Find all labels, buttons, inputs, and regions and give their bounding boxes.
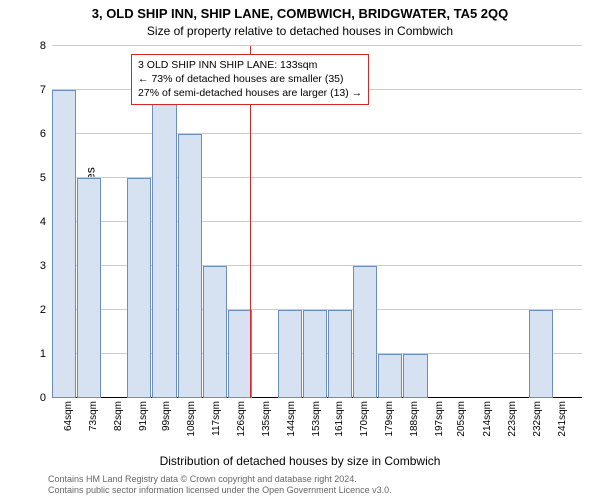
y-tick-label: 0 bbox=[40, 392, 46, 404]
x-tick-label: 232sqm bbox=[532, 401, 543, 437]
histogram-chart: 3, OLD SHIP INN, SHIP LANE, COMBWICH, BR… bbox=[0, 0, 600, 500]
y-tick-label: 1 bbox=[40, 348, 46, 360]
chart-title: 3, OLD SHIP INN, SHIP LANE, COMBWICH, BR… bbox=[0, 6, 600, 21]
histogram-bar bbox=[278, 310, 302, 398]
x-axis-label: Distribution of detached houses by size … bbox=[0, 454, 600, 468]
callout-line: ← 73% of detached houses are smaller (35… bbox=[138, 72, 362, 86]
histogram-bar bbox=[152, 90, 176, 398]
y-tick-label: 7 bbox=[40, 84, 46, 96]
x-tick-label: 197sqm bbox=[434, 401, 445, 437]
chart-footer: Contains HM Land Registry data © Crown c… bbox=[48, 474, 592, 497]
x-tick-label: 214sqm bbox=[482, 401, 493, 437]
x-tick-label: 135sqm bbox=[261, 401, 272, 437]
x-tick-label: 170sqm bbox=[359, 401, 370, 437]
histogram-bar bbox=[328, 310, 352, 398]
x-tick-label: 73sqm bbox=[88, 401, 99, 431]
histogram-bar bbox=[52, 90, 76, 398]
callout-box: 3 OLD SHIP INN SHIP LANE: 133sqm← 73% of… bbox=[131, 54, 369, 105]
x-tick-label: 82sqm bbox=[113, 401, 124, 431]
x-tick-label: 64sqm bbox=[63, 401, 74, 431]
footer-line-1: Contains HM Land Registry data © Crown c… bbox=[48, 474, 592, 485]
histogram-bar bbox=[228, 310, 252, 398]
histogram-bar bbox=[178, 134, 202, 398]
x-tick-label: 91sqm bbox=[138, 401, 149, 431]
x-tick-label: 223sqm bbox=[507, 401, 518, 437]
histogram-bar bbox=[529, 310, 553, 398]
histogram-bar bbox=[203, 266, 227, 398]
y-tick-label: 8 bbox=[40, 40, 46, 52]
histogram-bar bbox=[353, 266, 377, 398]
histogram-bar bbox=[303, 310, 327, 398]
footer-line-2: Contains public sector information licen… bbox=[48, 485, 592, 496]
x-tick-label: 188sqm bbox=[409, 401, 420, 437]
y-tick-label: 3 bbox=[40, 260, 46, 272]
x-tick-label: 241sqm bbox=[557, 401, 568, 437]
chart-subtitle: Size of property relative to detached ho… bbox=[0, 24, 600, 38]
histogram-bar bbox=[127, 178, 151, 398]
plot-area: 01234567864sqm73sqm82sqm91sqm99sqm108sqm… bbox=[52, 46, 582, 398]
grid-line bbox=[52, 133, 582, 134]
x-tick-label: 126sqm bbox=[236, 401, 247, 437]
callout-line: 3 OLD SHIP INN SHIP LANE: 133sqm bbox=[138, 58, 362, 72]
y-tick-label: 6 bbox=[40, 128, 46, 140]
histogram-bar bbox=[378, 354, 402, 398]
x-tick-label: 108sqm bbox=[186, 401, 197, 437]
x-tick-label: 144sqm bbox=[286, 401, 297, 437]
x-tick-label: 153sqm bbox=[311, 401, 322, 437]
x-tick-label: 99sqm bbox=[161, 401, 172, 431]
y-tick-label: 2 bbox=[40, 304, 46, 316]
callout-line: 27% of semi-detached houses are larger (… bbox=[138, 86, 362, 100]
y-tick-label: 4 bbox=[40, 216, 46, 228]
y-tick-label: 5 bbox=[40, 172, 46, 184]
x-tick-label: 117sqm bbox=[211, 401, 222, 436]
histogram-bar bbox=[77, 178, 101, 398]
x-tick-label: 205sqm bbox=[456, 401, 467, 437]
x-tick-label: 179sqm bbox=[384, 401, 395, 437]
grid-line bbox=[52, 45, 582, 46]
x-tick-label: 161sqm bbox=[334, 401, 345, 437]
histogram-bar bbox=[403, 354, 427, 398]
